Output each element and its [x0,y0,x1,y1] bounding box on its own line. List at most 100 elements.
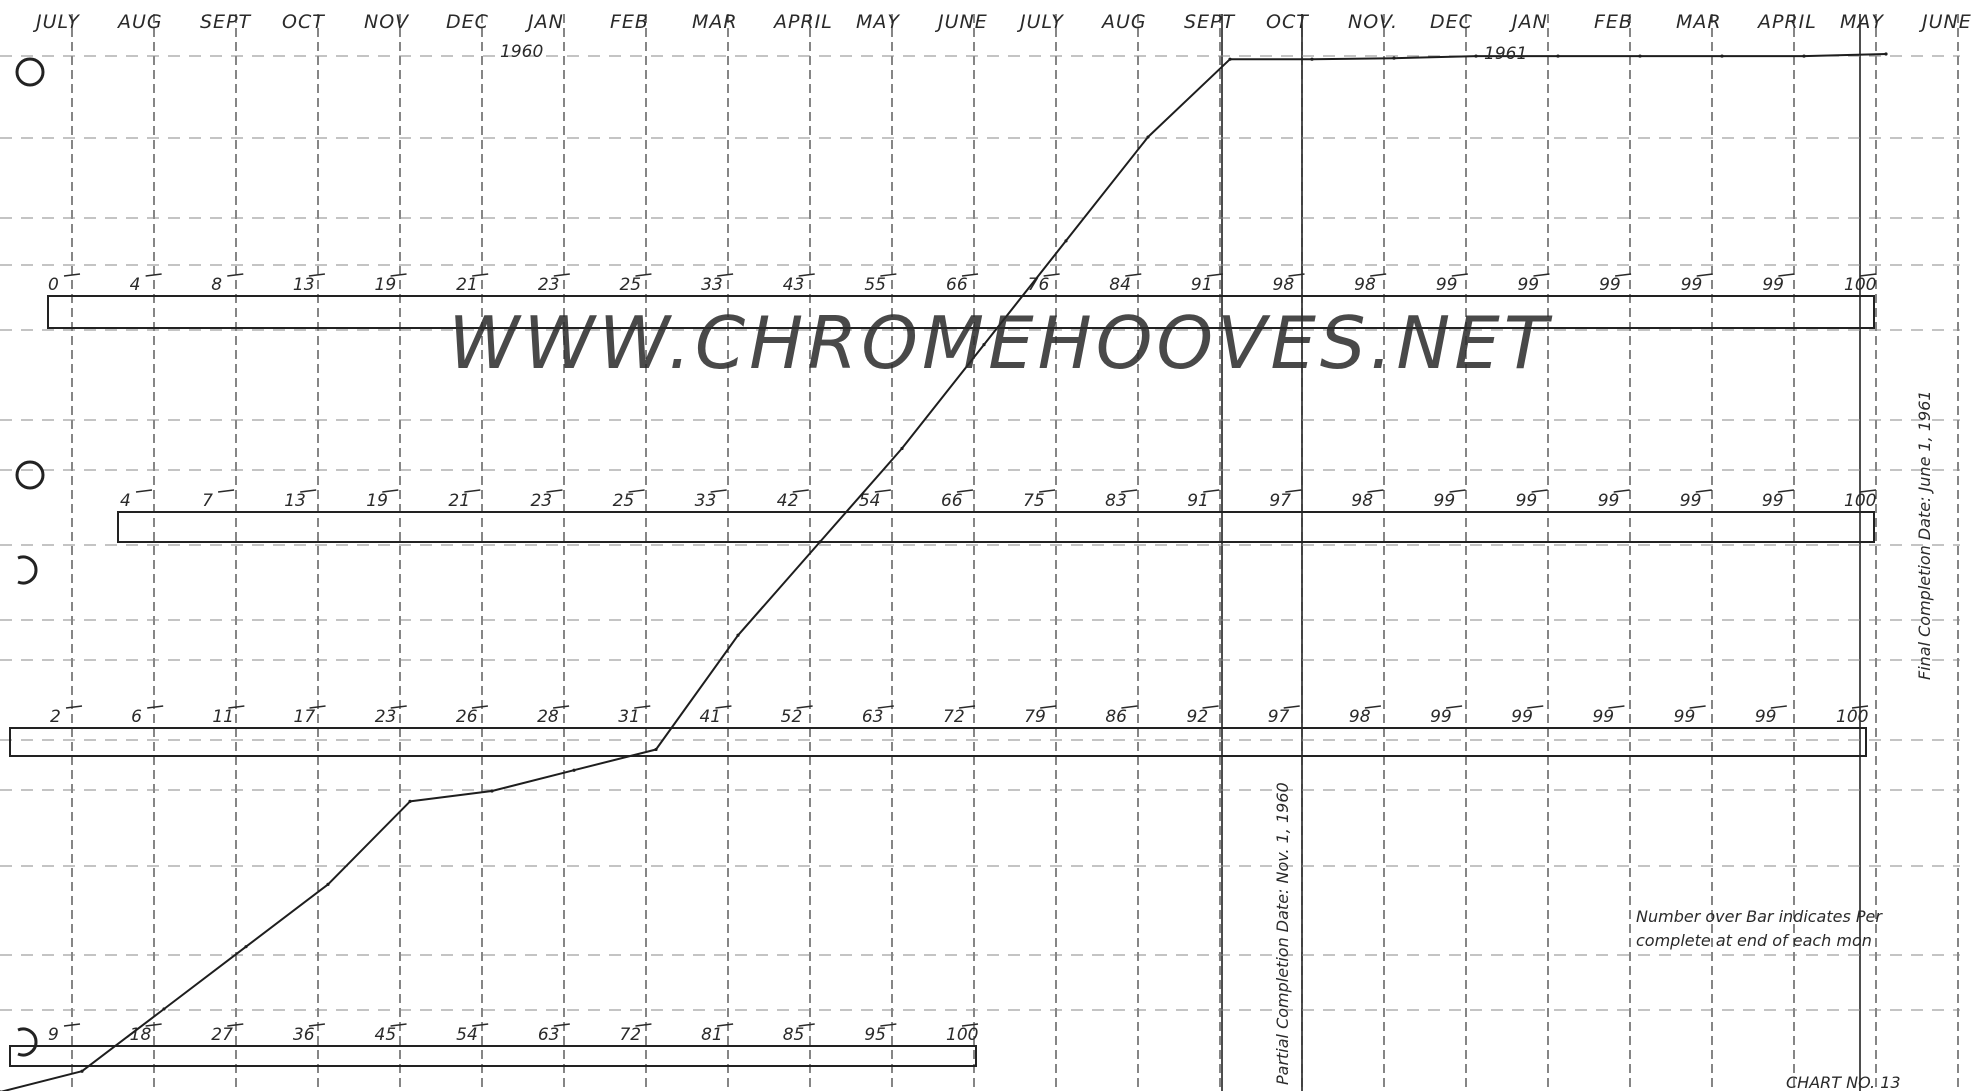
percent-underline-mark [1206,273,1223,277]
percent-underline-mark [877,705,894,709]
percent-underline-mark [300,489,317,493]
percent-underline-mark [382,489,399,493]
bar-percent-label: 72 [619,1025,641,1045]
curve-point [1474,54,1478,58]
month-label: APRIL [1756,11,1817,33]
bar-percent-label: 99 [1762,491,1784,511]
bar-percent-label: 98 [1349,707,1371,727]
percent-underline-mark [1531,489,1548,493]
bar-percent-label: 79 [1024,707,1046,727]
bar-percent-label: 54 [859,491,881,511]
percent-underline-mark [1859,489,1877,493]
percent-underline-mark [796,705,813,709]
legend-note-line-2: complete at end of each mon [1636,931,1872,950]
bar-percent-label: 33 [695,491,717,511]
bar-percent-label: 13 [293,275,315,295]
month-label: MAR [1676,11,1722,33]
bar-percent-label: 41 [699,707,721,727]
bar-percent-label: 91 [1187,491,1209,511]
bar-percent-label: 83 [1105,491,1127,511]
bar-percent-label: 52 [781,707,803,727]
bar-percent-label: 0 [48,275,59,295]
bar-percent-label: 43 [783,275,805,295]
curve-point [1228,57,1232,61]
percent-underline-mark [1615,273,1632,277]
percent-underline-mark [717,273,734,277]
bar-percent-label: 26 [456,707,478,727]
month-label: OCT [1266,11,1309,33]
completion-curve-layer [0,52,1888,1091]
bar-percent-label: 21 [448,491,470,511]
month-label: SEPT [200,11,252,33]
percent-underline-mark [1370,273,1387,277]
bar-percent-label: 99 [1680,491,1702,511]
bar-percent-label: 6 [131,707,142,727]
curve-point [818,540,822,544]
percent-underline-mark [472,1023,489,1027]
bar-percent-label: 91 [1191,275,1213,295]
completion-curve [0,53,1887,1091]
percent-underline-mark [798,273,815,277]
percent-underline-mark [65,705,83,709]
percent-underline-mark [228,705,245,709]
bar-percent-label: 98 [1354,275,1376,295]
percent-underline-mark [1533,273,1550,277]
percent-underline-mark [1364,705,1381,709]
bar-percent-label: 100 [946,1025,978,1045]
percent-underline-mark [1121,489,1138,493]
percent-underline-mark [390,1023,407,1027]
bar-percent-label: 13 [284,491,306,511]
percent-underline-mark [1040,705,1057,709]
percent-underline-mark [1527,705,1544,709]
bar-percent-label: 63 [538,1025,560,1045]
bar-percent-label: 8 [211,275,222,295]
bar-percent-label: 98 [1273,275,1295,295]
curve-point [244,945,248,949]
bar-percent-label: 100 [1836,707,1868,727]
bar-percent-label: 66 [946,275,968,295]
percent-underline-mark [145,273,162,277]
bar-percent-label: 99 [1516,491,1538,511]
month-label: AUG [1100,11,1147,33]
binder-hole-3 [17,555,38,585]
binder-hole-4 [17,1027,38,1057]
percent-underline-mark [628,489,645,493]
curve-point [408,799,412,803]
percent-underline-mark [798,1023,815,1027]
bar-percent-label: 42 [777,491,799,511]
curve-point [1392,56,1396,60]
month-label: NOV [364,11,410,33]
percent-underline-mark [63,1023,81,1027]
percent-underline-mark [961,1023,979,1027]
bar-percent-label: 27 [211,1025,233,1045]
bar-percent-label: 33 [701,275,723,295]
bar-percent-label: 97 [1269,491,1291,511]
bar-percent-label: 72 [943,707,965,727]
percent-underline-mark [1446,705,1463,709]
curve-point [1556,54,1560,58]
percent-underline-mark [1696,273,1713,277]
percent-underline-mark [472,273,489,277]
percent-underline-mark [1608,705,1625,709]
month-label: FEB [1594,11,1633,33]
completion-bar [117,511,1875,543]
percent-underline-mark [635,273,652,277]
percent-underline-mark [145,1023,162,1027]
percent-underline-mark [635,1023,652,1027]
percent-underline-mark [1859,273,1877,277]
curve-point [1146,135,1150,139]
bar-percent-label: 99 [1430,707,1452,727]
percent-underline-mark [1121,705,1138,709]
bar-percent-label: 99 [1762,275,1784,295]
curve-point [654,747,658,752]
bar-percent-label: 92 [1187,707,1209,727]
percent-underline-mark [1695,489,1712,493]
percent-underline-mark [715,705,732,709]
percent-underline-mark [464,489,481,493]
percent-underline-mark [792,489,809,493]
labels: JULY AUG SEPT OCT NOV DEC JAN FEB MAR APRIL MAY JUN… [32,11,1972,64]
grid [0,14,1960,1091]
bar-percent-label: 99 [1511,707,1533,727]
percent-underline-mark [147,705,164,709]
month-label: JUNE [1918,11,1972,33]
